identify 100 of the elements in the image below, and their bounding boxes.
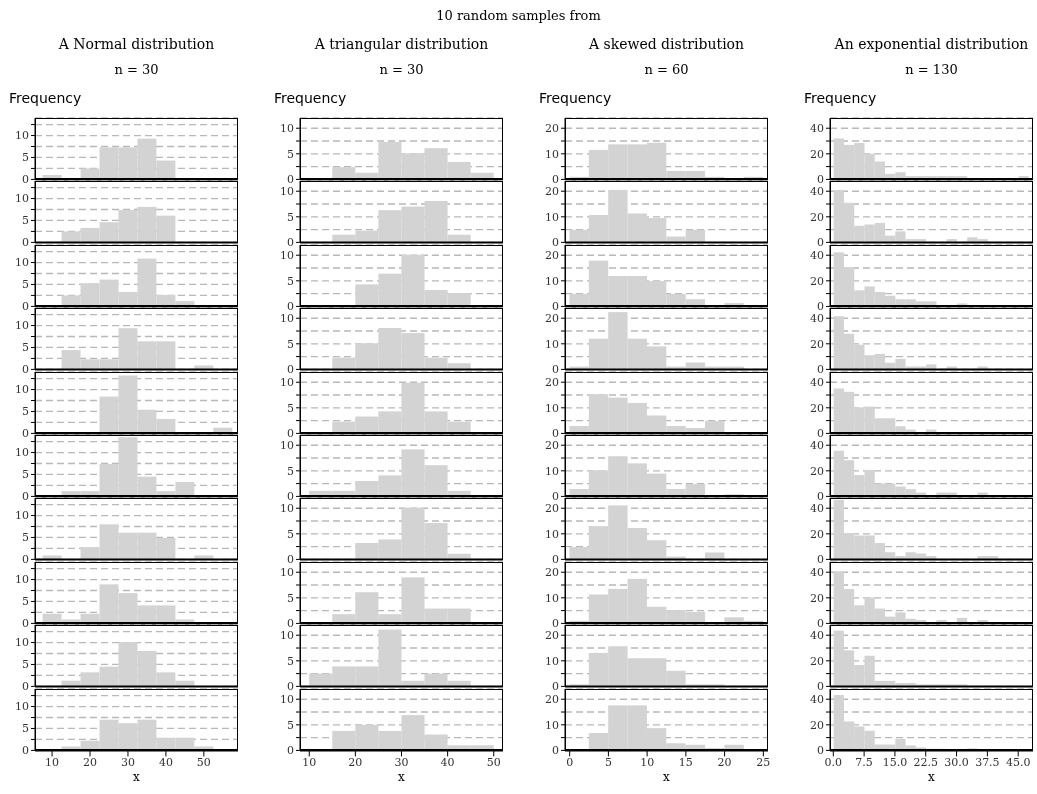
y-tick-label: 10 [280,439,295,453]
y-tick-label: 10 [280,502,295,516]
x-tick-label: 20 [717,755,732,769]
y-tick-label: 20 [545,502,560,516]
y-axis-title: Frequency [274,90,347,106]
x-tick-label: 30.0 [944,755,969,769]
y-tick-label: 5 [22,595,30,609]
y-tick-label: 10 [280,692,295,706]
y-tick-label: 10 [15,383,30,397]
x-axis-title: x [927,769,936,784]
y-tick-label: 0 [817,680,825,694]
x-tick-label: 0.0 [824,755,843,769]
y-tick-label: 5 [22,658,30,672]
y-tick-label: 0 [817,426,825,440]
y-tick-label: 10 [545,718,560,732]
y-tick-label: 10 [15,129,30,143]
y-tick-label: 0 [287,363,295,377]
x-tick-label: 5 [604,755,612,769]
y-tick-label: 0 [817,300,825,314]
y-tick-label: 10 [15,699,30,713]
y-tick-label: 20 [810,718,825,732]
y-tick-label: 10 [15,446,30,460]
chart-title: A Normal distribution [57,36,216,52]
y-tick-label: 40 [810,375,825,389]
y-tick-label: 10 [545,147,560,161]
x-tick-label: 15.0 [882,755,908,769]
y-tick-label: 20 [810,401,825,415]
y-tick-label: 10 [15,256,30,270]
y-tick-label: 5 [287,337,295,351]
y-tick-label: 0 [817,363,825,377]
y-tick-label: 0 [552,363,560,377]
chart-title: A triangular distribution [313,36,490,52]
x-tick-label: 50 [196,755,211,769]
y-tick-label: 20 [545,629,560,643]
y-tick-label: 10 [545,591,560,605]
y-tick-label: 0 [287,490,295,504]
y-tick-label: 5 [287,718,295,732]
y-tick-label: 0 [817,617,825,631]
y-tick-label: 20 [545,185,560,199]
y-tick-label: 5 [22,721,30,735]
y-tick-label: 0 [552,173,560,187]
y-tick-label: 0 [817,173,825,187]
y-tick-label: 0 [817,490,825,504]
y-tick-label: 10 [280,565,295,579]
y-tick-label: 0 [22,173,30,187]
y-tick-label: 10 [15,192,30,206]
y-tick-label: 10 [545,337,560,351]
chart-subtitle: n = 130 [904,62,959,77]
chart-title: An exponential distribution [833,36,1030,52]
y-tick-label: 40 [810,629,825,643]
y-tick-label: 10 [545,654,560,668]
y-tick-label: 20 [545,248,560,262]
y-tick-label: 0 [287,743,295,757]
y-tick-label: 10 [280,185,295,199]
y-tick-label: 5 [22,468,30,482]
y-tick-label: 5 [22,404,30,418]
y-tick-label: 0 [22,680,30,694]
y-tick-label: 0 [552,743,560,757]
y-tick-label: 0 [817,236,825,250]
y-tick-label: 10 [280,375,295,389]
x-tick-label: 7.5 [855,755,873,769]
y-tick-label: 10 [545,274,560,288]
x-tick-label: 30 [394,755,409,769]
y-tick-label: 0 [22,236,30,250]
y-tick-label: 20 [545,565,560,579]
x-tick-label: 20 [348,755,363,769]
y-tick-label: 20 [810,147,825,161]
y-tick-label: 20 [810,591,825,605]
y-tick-label: 0 [552,617,560,631]
y-tick-label: 5 [22,278,30,292]
y-tick-label: 5 [22,151,30,165]
y-tick-label: 0 [552,300,560,314]
y-tick-label: 10 [280,248,295,262]
y-tick-label: 0 [287,617,295,631]
y-tick-label: 10 [15,636,30,650]
y-tick-label: 0 [552,553,560,567]
y-tick-label: 0 [552,490,560,504]
y-tick-label: 5 [287,654,295,668]
y-tick-label: 0 [22,300,30,314]
chart-subtitle: n = 30 [113,62,160,77]
y-tick-label: 0 [552,680,560,694]
x-tick-label: 20 [83,755,98,769]
y-tick-label: 20 [810,274,825,288]
y-tick-label: 40 [810,692,825,706]
y-tick-label: 40 [810,248,825,262]
text: 10 random samples from [435,8,602,23]
y-tick-label: 10 [280,122,295,136]
y-tick-label: 10 [545,464,560,478]
y-tick-label: 0 [287,680,295,694]
x-axis-title: x [662,769,671,784]
y-tick-label: 40 [810,185,825,199]
y-tick-label: 20 [545,375,560,389]
y-tick-label: 20 [810,337,825,351]
y-tick-label: 40 [810,439,825,453]
chart-title: A skewed distribution [587,36,746,52]
y-axis-title: Frequency [9,90,82,106]
x-tick-label: 15 [678,755,693,769]
y-tick-label: 40 [810,565,825,579]
y-tick-label: 5 [287,147,295,161]
y-tick-label: 10 [280,629,295,643]
